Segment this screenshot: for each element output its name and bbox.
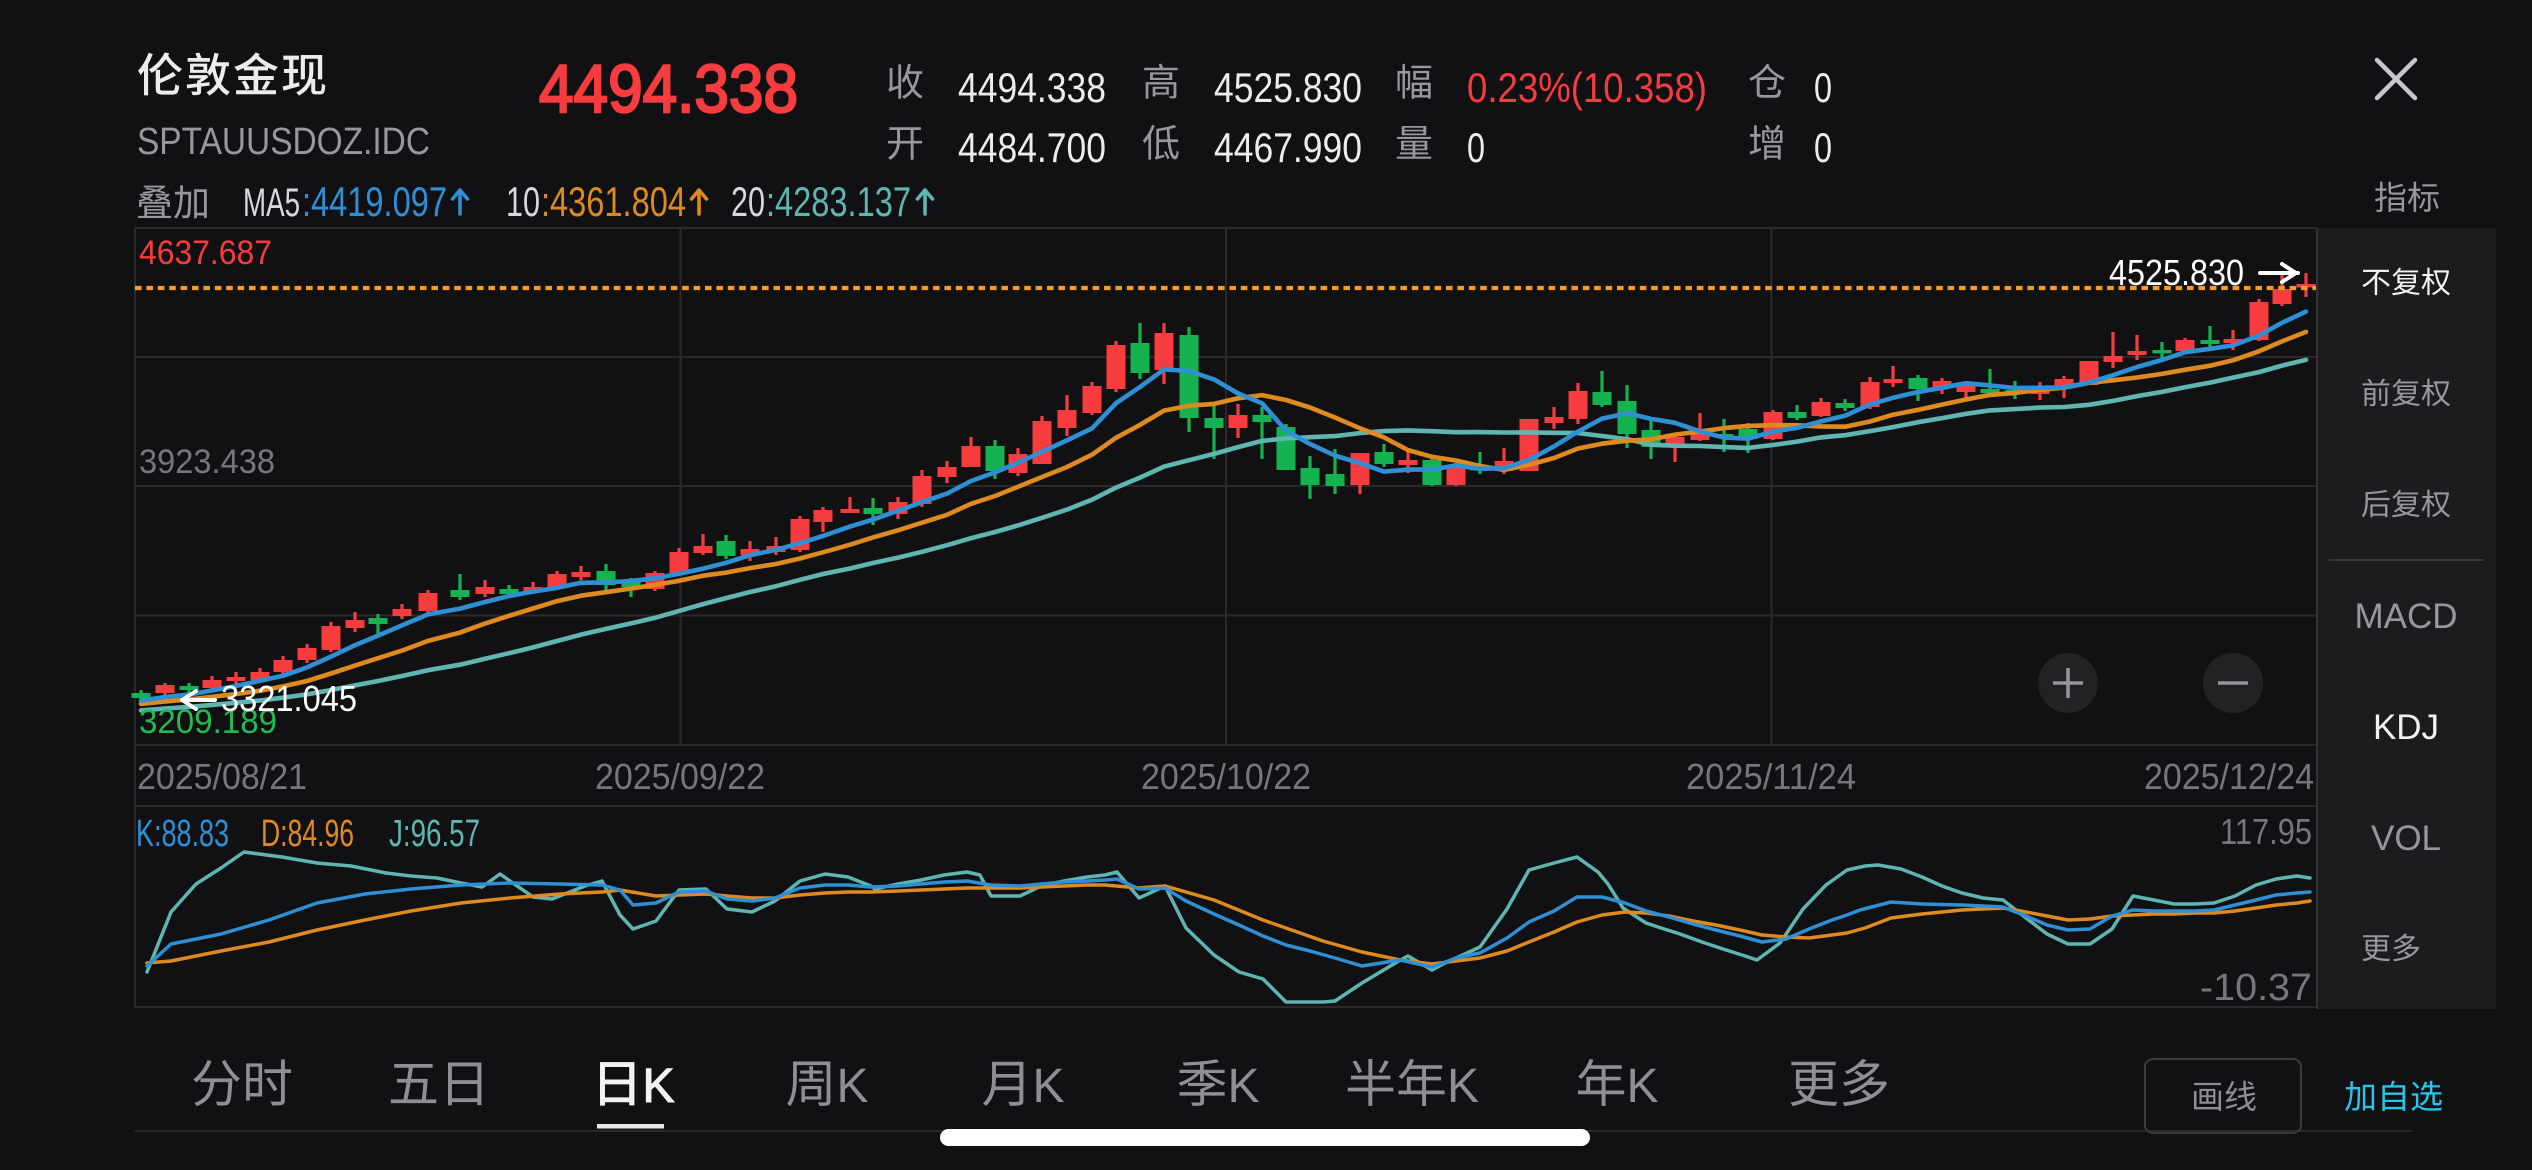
svg-text:4637.687: 4637.687 xyxy=(139,234,272,272)
svg-text:D:84.96: D:84.96 xyxy=(261,813,354,855)
svg-text:117.95: 117.95 xyxy=(2220,811,2312,852)
svg-text:4494.338: 4494.338 xyxy=(539,51,798,127)
svg-text:3209.189: 3209.189 xyxy=(139,703,277,741)
svg-text:K:88.83: K:88.83 xyxy=(136,813,229,855)
svg-text:20: 20 xyxy=(731,178,765,225)
svg-text:2025/10/22: 2025/10/22 xyxy=(1141,756,1311,797)
svg-text:VOL: VOL xyxy=(2371,819,2441,858)
svg-text:0: 0 xyxy=(1467,124,1485,171)
svg-text:3321.045: 3321.045 xyxy=(221,678,357,719)
svg-text:K: K xyxy=(1627,1060,1659,1113)
svg-text:K: K xyxy=(837,1060,869,1113)
svg-text:KDJ: KDJ xyxy=(2373,708,2439,747)
svg-text:4525.830: 4525.830 xyxy=(2109,252,2244,293)
svg-text:0: 0 xyxy=(1814,64,1832,111)
svg-text:2025/08/21: 2025/08/21 xyxy=(137,756,307,797)
svg-text:3923.438: 3923.438 xyxy=(139,443,275,481)
svg-text:K: K xyxy=(643,1060,675,1113)
svg-text:MA5: MA5 xyxy=(243,181,300,225)
svg-text:4467.990: 4467.990 xyxy=(1214,124,1362,171)
svg-text::4419.097: :4419.097 xyxy=(302,178,447,225)
svg-text:2025/12/24: 2025/12/24 xyxy=(2144,756,2314,797)
svg-text:4494.338: 4494.338 xyxy=(958,64,1106,111)
svg-text:0.23%(10.358): 0.23%(10.358) xyxy=(1467,64,1707,111)
svg-text:K: K xyxy=(1033,1060,1065,1113)
svg-text:K: K xyxy=(1447,1060,1479,1113)
svg-text:10: 10 xyxy=(506,178,540,225)
svg-text:MACD: MACD xyxy=(2354,597,2457,636)
svg-text:0: 0 xyxy=(1814,124,1832,171)
svg-text::4361.804: :4361.804 xyxy=(541,178,686,225)
svg-text:-10.37: -10.37 xyxy=(2200,967,2312,1009)
svg-text:4525.830: 4525.830 xyxy=(1214,64,1362,111)
svg-text:2025/11/24: 2025/11/24 xyxy=(1686,756,1856,797)
svg-text::4283.137: :4283.137 xyxy=(766,178,911,225)
svg-text:2025/09/22: 2025/09/22 xyxy=(595,756,765,797)
svg-text:4484.700: 4484.700 xyxy=(958,124,1106,171)
svg-text:J:96.57: J:96.57 xyxy=(389,813,480,855)
svg-text:K: K xyxy=(1228,1060,1260,1113)
svg-text:SPTAUUSDOZ.IDC: SPTAUUSDOZ.IDC xyxy=(137,121,430,163)
